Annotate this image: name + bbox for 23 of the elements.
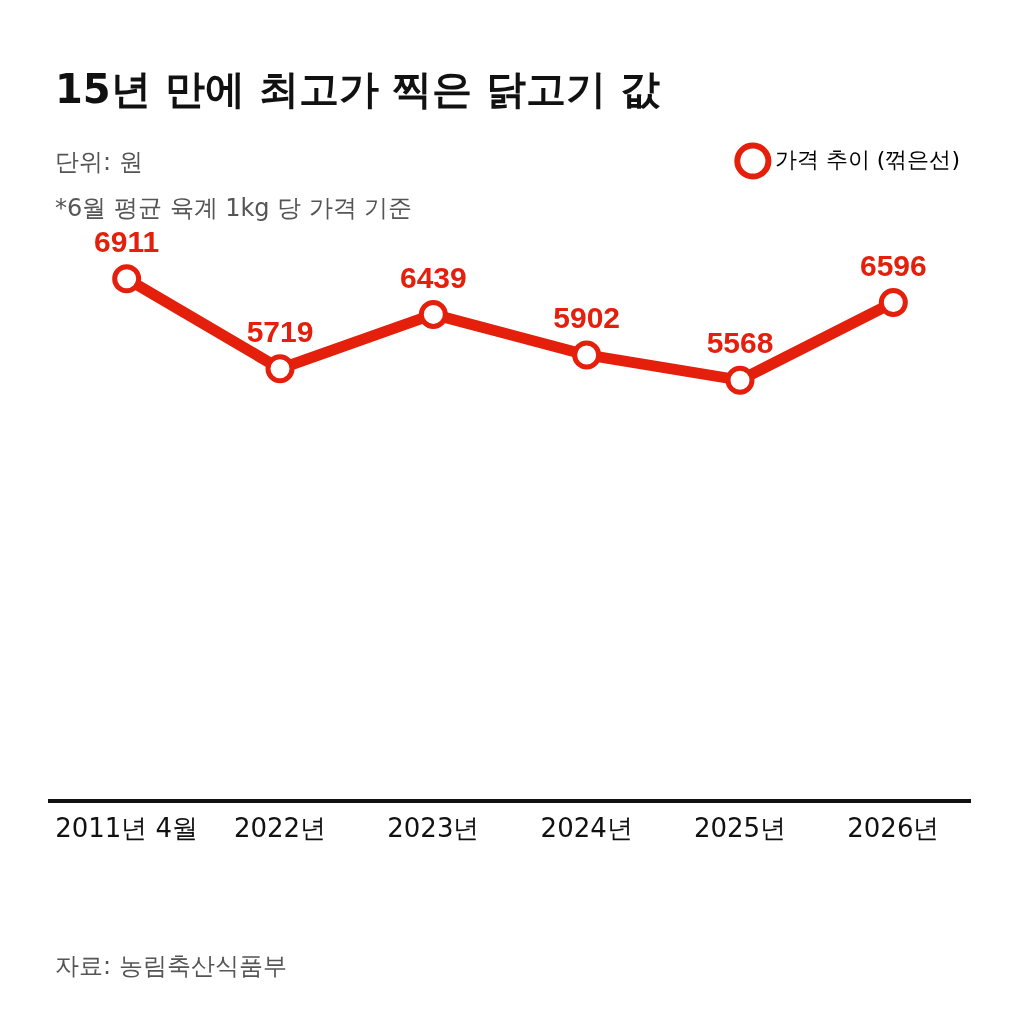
point: [725, 365, 755, 395]
chart-title: 15년 만에 최고가 찍은 닭고기 값: [55, 65, 661, 114]
x-tick-label: 2024년: [540, 813, 633, 844]
data-label: 5902: [553, 301, 621, 335]
text: *6월 평균 육계 1kg 당 가격 기준: [55, 193, 413, 224]
x-tick-label: 2023년: [387, 813, 480, 844]
legend-label: 가격 추이 (꺾은선): [774, 146, 960, 172]
data-label: 6439: [399, 260, 467, 294]
x-tick-label: 2025년: [693, 813, 787, 844]
x-tick-label: 2011년 4월: [55, 813, 199, 844]
x-tick-label: 2026년: [847, 813, 940, 844]
x-tick-label: 2022년: [233, 813, 327, 844]
point: [572, 340, 602, 370]
data-label: 5568: [706, 326, 774, 360]
data-label: 6596: [859, 248, 927, 282]
point: [112, 264, 142, 294]
point: [878, 288, 908, 318]
data-label: 6911: [94, 224, 160, 258]
data-label: 5719: [246, 315, 314, 349]
text: 자료: 농림축산식품부: [55, 951, 287, 982]
point: [265, 354, 295, 384]
point: [418, 299, 448, 329]
chart-subtitle: 단위: 원: [55, 147, 143, 178]
